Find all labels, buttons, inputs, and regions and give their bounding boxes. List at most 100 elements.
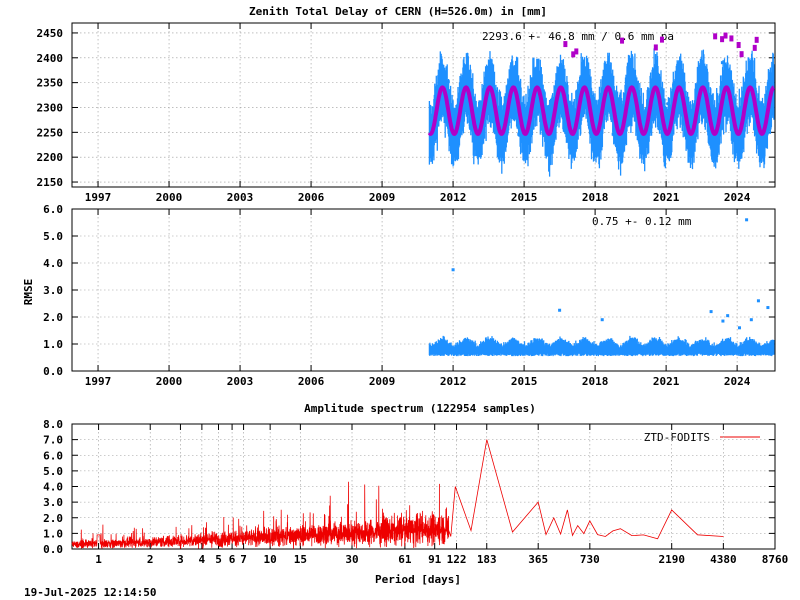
- ztd-observation-point: [653, 73, 657, 77]
- rmse-y-tick-label: 5.0: [43, 230, 63, 243]
- ztd-observation-point: [510, 71, 514, 75]
- spectrum-frame: [71, 423, 776, 550]
- spectrum-y-tick-label: 5.0: [43, 465, 63, 478]
- ztd-model-marker: [723, 32, 728, 39]
- ztd-observation-point: [637, 95, 641, 99]
- spectrum-x-tick-label: 4380: [710, 553, 737, 566]
- ztd-observation-point: [442, 109, 446, 113]
- rmse-y-tick-label: 1.0: [43, 338, 63, 351]
- ztd-model-marker: [620, 37, 625, 44]
- rmse-x-tick-label: 2009: [369, 375, 396, 388]
- ztd-observation-point: [449, 103, 453, 107]
- rmse-x-tick-label: 2012: [440, 375, 467, 388]
- ztd-observation-point: [550, 108, 554, 112]
- rmse-y-tick-label: 6.0: [43, 203, 63, 216]
- spectrum-x-axis-label: Period [days]: [375, 573, 461, 586]
- rmse-outlier-point: [600, 318, 604, 322]
- ztd-observation-point: [608, 101, 612, 105]
- ztd-model-marker: [720, 36, 725, 43]
- ztd-observation-point: [562, 85, 566, 89]
- ztd-observation-point: [558, 72, 562, 76]
- spectrum-x-tick-label: 91: [428, 553, 442, 566]
- rmse-outlier-point: [749, 318, 753, 322]
- ztd-y-tick-label: 2150: [37, 176, 64, 189]
- ztd-observation-point: [464, 82, 468, 86]
- ztd-observation-point: [668, 104, 672, 108]
- ztd-observation-point: [666, 102, 670, 106]
- ztd-observation-point: [469, 85, 473, 89]
- ztd-observation-point: [476, 140, 480, 144]
- spectrum-legend: ZTD-FODITS: [644, 431, 760, 444]
- ztd-observation-point: [517, 132, 521, 136]
- spectrum-x-tick-label: 2190: [658, 553, 685, 566]
- ztd-observation-point: [723, 111, 727, 115]
- ztd-observation-point: [711, 138, 715, 142]
- rmse-y-tick-label: 2.0: [43, 311, 63, 324]
- ztd-observation-point: [708, 142, 712, 146]
- ztd-observation-point: [737, 123, 741, 127]
- ztd-observation-point: [657, 81, 661, 85]
- ztd-frame: [71, 22, 776, 188]
- spectrum-x-tick-label: 15: [294, 553, 307, 566]
- footer-timestamp: 19-Jul-2025 12:14:50: [24, 586, 156, 599]
- rmse-x-tick-label: 2003: [227, 375, 254, 388]
- rmse-outlier-point: [451, 268, 455, 272]
- rmse-frame: [71, 208, 776, 372]
- ztd-observation-point: [509, 106, 513, 110]
- rmse-outlier-point: [709, 310, 713, 314]
- rmse-y-tick-label: 4.0: [43, 257, 63, 270]
- ztd-y-tick-label: 2250: [37, 126, 64, 139]
- spectrum-series-ztd-fodits: [71, 439, 724, 549]
- rmse-y-axis-label: RMSE: [22, 279, 35, 306]
- rmse-x-tick-label: 2006: [298, 375, 325, 388]
- spectrum-title: Amplitude spectrum (122954 samples): [304, 402, 536, 415]
- spectrum-y-tick-label: 4.0: [43, 481, 63, 494]
- ztd-observation-point: [478, 145, 482, 149]
- rmse-x-tick-label: 2015: [511, 375, 538, 388]
- ztd-observation-point: [639, 140, 643, 144]
- ztd-observations: [427, 32, 776, 177]
- ztd-x-tick-label: 2009: [369, 191, 396, 204]
- spectrum-x-tick-label: 10: [264, 553, 277, 566]
- spectrum-x-tick-label: 61: [398, 553, 412, 566]
- spectrum-y-tick-label: 3.0: [43, 496, 63, 509]
- spectrum-y-tick-label: 0.0: [43, 543, 63, 556]
- ztd-observation-point: [720, 61, 724, 65]
- ztd-observation-point: [667, 145, 671, 149]
- rmse-x-tick-label: 2021: [653, 375, 680, 388]
- rmse-x-tick-label: 2000: [156, 375, 183, 388]
- spectrum-x-tick-label: 4: [199, 553, 206, 566]
- ztd-observation-point: [488, 99, 492, 103]
- ztd-observation-point: [707, 94, 711, 98]
- rmse-outlier-point: [745, 218, 749, 222]
- ztd-observation-point: [431, 110, 435, 114]
- spectrum-x-tick-label: 365: [528, 553, 548, 566]
- spectrum-x-tick-label: 5: [215, 553, 222, 566]
- ztd-observation-point: [595, 126, 599, 130]
- ztd-observation-point: [728, 70, 732, 74]
- ztd-y-tick-label: 2400: [37, 52, 64, 65]
- ztd-x-tick-label: 2012: [440, 191, 467, 204]
- ztd-model-marker: [736, 41, 741, 48]
- ztd-model-marker: [754, 36, 759, 43]
- ztd-y-tick-label: 2200: [37, 151, 64, 164]
- ztd-observation-point: [489, 66, 493, 70]
- spectrum-x-tick-label: 8760: [762, 553, 789, 566]
- ztd-observation-point: [699, 84, 703, 88]
- ztd-y-tick-label: 2300: [37, 101, 64, 114]
- ztd-observation-point: [515, 109, 519, 113]
- spectrum-x-tick-label: 2: [147, 553, 154, 566]
- spectrum-x-tick-label: 122: [447, 553, 467, 566]
- ztd-observation-point: [672, 83, 676, 87]
- spectrum-x-tick-label: 6: [229, 553, 236, 566]
- ztd-observation-point: [627, 83, 631, 87]
- ztd-x-tick-label: 2006: [298, 191, 325, 204]
- ztd-observation-point: [709, 137, 713, 141]
- ztd-observation-point: [760, 144, 764, 148]
- ztd-observation-point: [468, 125, 472, 129]
- rmse-x-tick-label: 2018: [582, 375, 609, 388]
- ztd-model-marker: [752, 44, 757, 51]
- rmse-y-tick-label: 3.0: [43, 284, 63, 297]
- ztd-observation-point: [566, 129, 570, 133]
- ztd-model-marker: [653, 44, 658, 51]
